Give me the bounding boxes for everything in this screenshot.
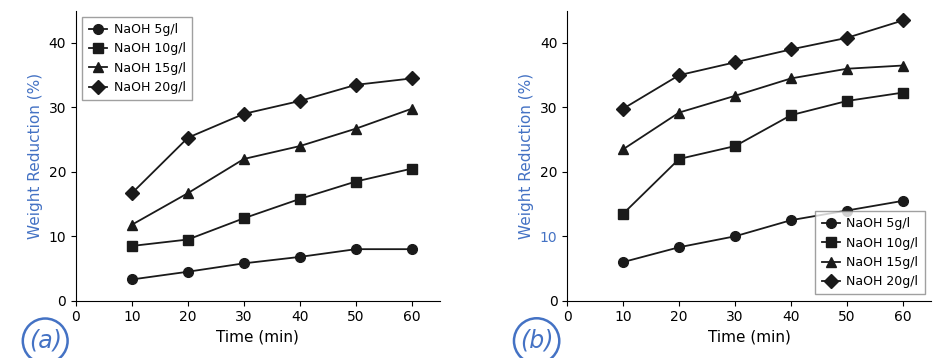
NaOH 20g/l <box>618 107 629 111</box>
NaOH 15g/l <box>730 94 741 98</box>
NaOH 10g/l <box>674 157 685 161</box>
NaOH 20g/l <box>182 136 194 140</box>
NaOH 20g/l <box>351 83 362 87</box>
NaOH 5g/l <box>786 218 797 222</box>
Line: NaOH 15g/l: NaOH 15g/l <box>127 104 417 229</box>
Line: NaOH 10g/l: NaOH 10g/l <box>618 88 908 219</box>
X-axis label: Time (min): Time (min) <box>708 330 790 345</box>
Line: NaOH 20g/l: NaOH 20g/l <box>127 73 417 198</box>
Y-axis label: Weight Reduction (%): Weight Reduction (%) <box>28 73 43 239</box>
NaOH 15g/l <box>842 67 853 71</box>
NaOH 20g/l <box>126 191 138 195</box>
Line: NaOH 20g/l: NaOH 20g/l <box>618 15 908 113</box>
NaOH 5g/l <box>898 199 909 203</box>
NaOH 5g/l <box>730 234 741 238</box>
NaOH 10g/l <box>407 166 418 171</box>
NaOH 5g/l <box>182 270 194 274</box>
NaOH 20g/l <box>674 73 685 77</box>
NaOH 10g/l <box>786 113 797 117</box>
NaOH 15g/l <box>238 157 250 161</box>
Text: (a): (a) <box>28 329 62 353</box>
NaOH 15g/l <box>674 110 685 115</box>
NaOH 10g/l <box>842 99 853 103</box>
NaOH 10g/l <box>351 179 362 184</box>
NaOH 20g/l <box>238 112 250 116</box>
NaOH 5g/l <box>407 247 418 251</box>
NaOH 20g/l <box>730 60 741 64</box>
NaOH 5g/l <box>126 277 138 282</box>
Line: NaOH 5g/l: NaOH 5g/l <box>618 196 908 267</box>
NaOH 15g/l <box>786 76 797 81</box>
NaOH 5g/l <box>618 260 629 264</box>
NaOH 10g/l <box>126 244 138 248</box>
NaOH 20g/l <box>786 47 797 52</box>
NaOH 5g/l <box>294 255 306 259</box>
NaOH 10g/l <box>238 216 250 221</box>
Line: NaOH 5g/l: NaOH 5g/l <box>127 244 417 284</box>
NaOH 20g/l <box>294 99 306 103</box>
Legend: NaOH 5g/l, NaOH 10g/l, NaOH 15g/l, NaOH 20g/l: NaOH 5g/l, NaOH 10g/l, NaOH 15g/l, NaOH … <box>83 17 192 100</box>
NaOH 15g/l <box>618 147 629 151</box>
NaOH 15g/l <box>182 191 194 195</box>
NaOH 15g/l <box>351 126 362 131</box>
NaOH 20g/l <box>898 18 909 23</box>
NaOH 15g/l <box>407 107 418 111</box>
Legend: NaOH 5g/l, NaOH 10g/l, NaOH 15g/l, NaOH 20g/l: NaOH 5g/l, NaOH 10g/l, NaOH 15g/l, NaOH … <box>815 211 924 295</box>
NaOH 15g/l <box>294 144 306 148</box>
NaOH 5g/l <box>351 247 362 251</box>
NaOH 10g/l <box>182 237 194 242</box>
Line: NaOH 15g/l: NaOH 15g/l <box>618 61 908 154</box>
NaOH 10g/l <box>618 212 629 216</box>
NaOH 10g/l <box>730 144 741 148</box>
Y-axis label: Weight Reduction (%): Weight Reduction (%) <box>520 73 534 239</box>
NaOH 5g/l <box>674 245 685 250</box>
Text: (b): (b) <box>520 329 553 353</box>
NaOH 20g/l <box>407 76 418 81</box>
NaOH 10g/l <box>294 197 306 201</box>
NaOH 15g/l <box>898 63 909 68</box>
NaOH 15g/l <box>126 223 138 227</box>
Line: NaOH 10g/l: NaOH 10g/l <box>127 164 417 251</box>
X-axis label: Time (min): Time (min) <box>217 330 299 345</box>
NaOH 20g/l <box>842 36 853 40</box>
NaOH 5g/l <box>238 261 250 266</box>
NaOH 10g/l <box>898 91 909 95</box>
NaOH 5g/l <box>842 208 853 213</box>
